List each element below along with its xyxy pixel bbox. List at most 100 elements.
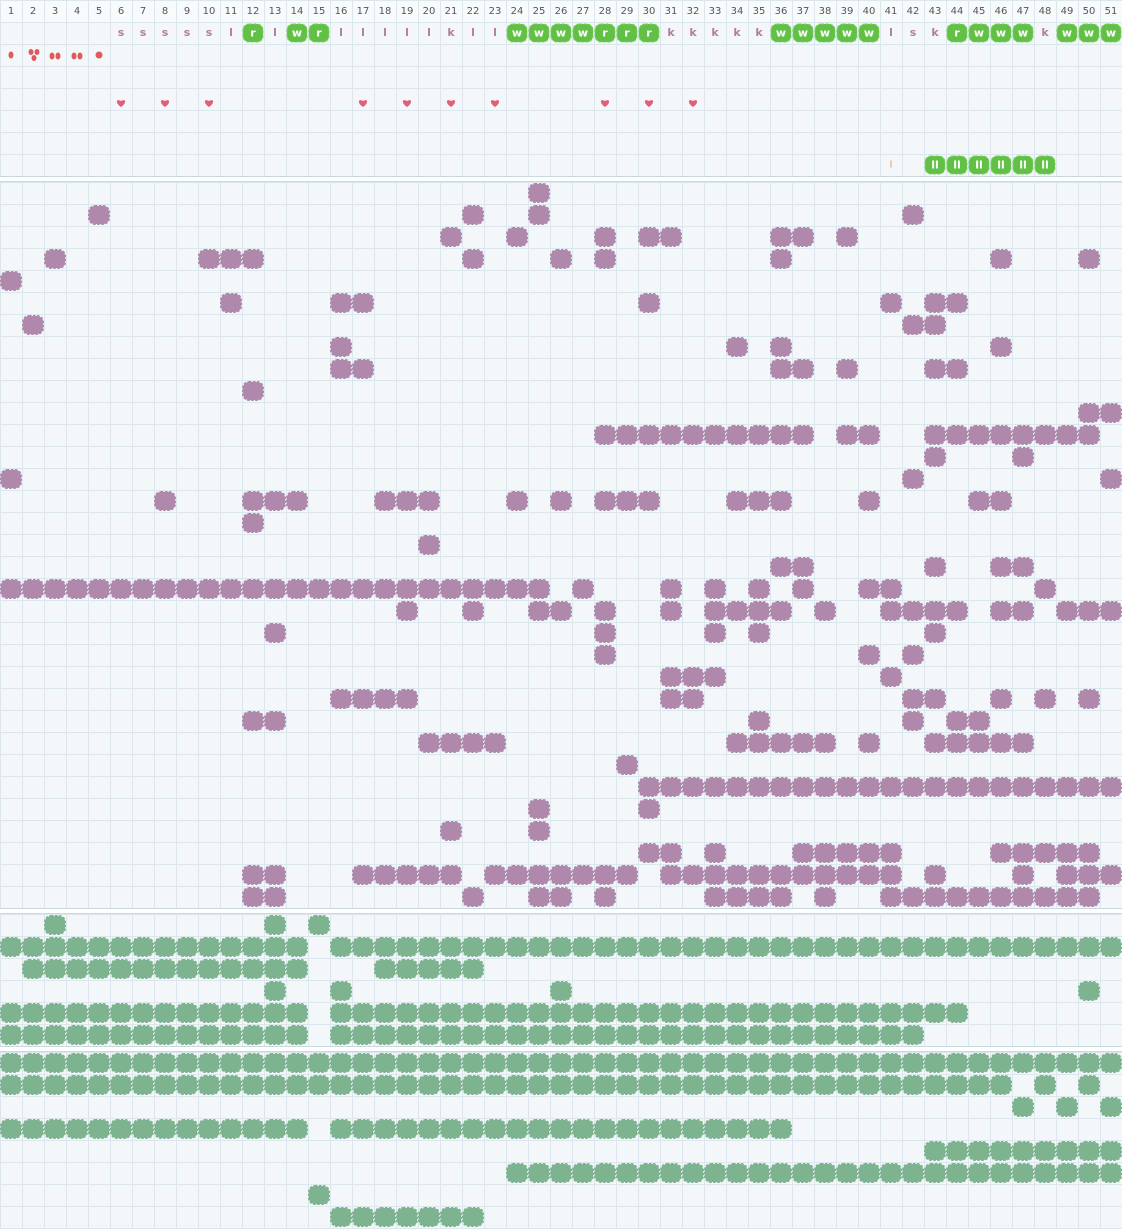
heart <box>402 100 412 107</box>
note-blob <box>638 1025 660 1045</box>
note-blob <box>968 491 990 511</box>
note-blob <box>88 1053 110 1073</box>
track-tile <box>946 23 968 43</box>
note-blob <box>286 1003 308 1023</box>
note-blob <box>550 1025 572 1045</box>
note-blob <box>396 865 418 885</box>
note-blob <box>858 843 880 863</box>
note-blob <box>22 579 44 599</box>
note-blob <box>1012 777 1034 797</box>
note-blob <box>242 513 264 533</box>
note-blob <box>836 865 858 885</box>
note-blob <box>748 1163 770 1183</box>
heart <box>490 100 500 107</box>
note-blob <box>748 1053 770 1073</box>
note-blob <box>924 623 946 643</box>
track-letter: k <box>1041 26 1049 39</box>
note-blob <box>396 1075 418 1095</box>
note-blob <box>748 733 770 753</box>
tile-letter: ll <box>997 159 1005 172</box>
note-blob <box>990 1163 1012 1183</box>
note-blob <box>396 959 418 979</box>
note-blob <box>990 937 1012 957</box>
note-blob <box>748 1003 770 1023</box>
note-blob <box>682 1003 704 1023</box>
note-blob <box>440 865 462 885</box>
note-blob <box>638 227 660 247</box>
note-blob <box>946 359 968 379</box>
note-blob <box>682 1053 704 1073</box>
note-blob <box>770 491 792 511</box>
track-letter: l <box>890 161 893 171</box>
note-blob <box>594 227 616 247</box>
note-blob <box>242 1075 264 1095</box>
note-blob <box>792 1025 814 1045</box>
note-blob <box>352 865 374 885</box>
note-blob <box>946 601 968 621</box>
note-blob <box>616 1003 638 1023</box>
note-blob <box>550 1053 572 1073</box>
note-blob <box>66 1075 88 1095</box>
note-blob <box>374 1003 396 1023</box>
note-blob <box>1034 937 1056 957</box>
tile-letter: w <box>512 27 522 40</box>
column-number: 51 <box>1105 6 1118 17</box>
note-blob <box>198 249 220 269</box>
column-number: 15 <box>313 6 326 17</box>
note-blob <box>1012 843 1034 863</box>
note-blob <box>836 1053 858 1073</box>
note-blob <box>132 579 154 599</box>
note-blob <box>660 1053 682 1073</box>
note-blob <box>880 579 902 599</box>
note-blob <box>616 755 638 775</box>
note-blob <box>88 937 110 957</box>
note-blob <box>902 601 924 621</box>
note-blob <box>968 711 990 731</box>
column-number: 50 <box>1083 6 1096 17</box>
note-blob <box>946 1075 968 1095</box>
column-number: 22 <box>467 6 480 17</box>
note-blob <box>1056 425 1078 445</box>
note-blob <box>792 865 814 885</box>
note-blob <box>396 1207 418 1227</box>
note-blob <box>242 937 264 957</box>
note-blob <box>880 1003 902 1023</box>
note-blob <box>836 359 858 379</box>
note-blob <box>528 205 550 225</box>
note-blob <box>814 1025 836 1045</box>
note-blob <box>594 1053 616 1073</box>
note-blob <box>198 1119 220 1139</box>
column-number: 18 <box>379 6 392 17</box>
note-blob <box>242 249 264 269</box>
note-blob <box>638 777 660 797</box>
tile-letter: ll <box>953 159 961 172</box>
note-blob <box>1034 843 1056 863</box>
note-blob <box>286 491 308 511</box>
note-blob <box>330 293 352 313</box>
note-blob <box>594 491 616 511</box>
note-blob <box>858 733 880 753</box>
note-blob <box>462 959 484 979</box>
column-number: 47 <box>1017 6 1030 17</box>
note-blob <box>968 937 990 957</box>
note-blob <box>352 1207 374 1227</box>
note-blob <box>550 249 572 269</box>
note-blob <box>858 645 880 665</box>
note-blob <box>550 865 572 885</box>
note-blob <box>924 733 946 753</box>
note-blob <box>264 1053 286 1073</box>
note-blob <box>902 711 924 731</box>
note-blob <box>594 1119 616 1139</box>
tile-letter: w <box>1018 27 1028 40</box>
note-blob <box>726 1053 748 1073</box>
note-blob <box>176 937 198 957</box>
note-blob <box>506 491 528 511</box>
note-blob <box>220 1119 242 1139</box>
section-divider <box>0 908 1122 914</box>
note-blob <box>572 1075 594 1095</box>
note-blob <box>440 821 462 841</box>
note-blob <box>572 1053 594 1073</box>
note-blob <box>792 359 814 379</box>
section-divider <box>0 1046 1122 1052</box>
note-blob <box>902 1163 924 1183</box>
